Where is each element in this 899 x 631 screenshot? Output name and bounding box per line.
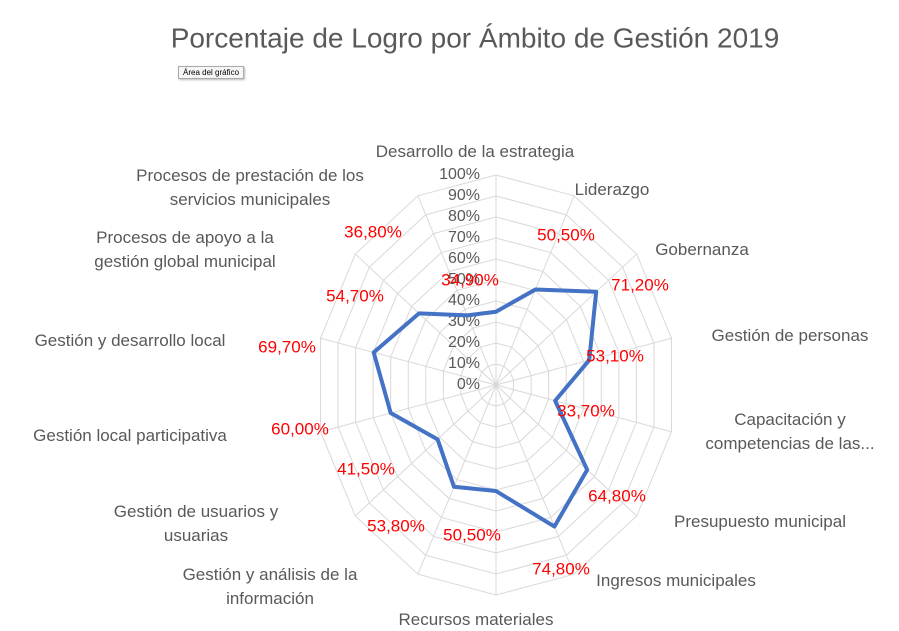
category-label: Gestión y análisis de la información	[182, 565, 358, 608]
y-tick-label: 30%	[448, 313, 480, 330]
y-tick-label: 90%	[448, 187, 480, 204]
data-label: 34,90%	[441, 270, 499, 289]
chart-title: Porcentaje de Logro por Ámbito de Gestió…	[171, 22, 780, 53]
data-label: 33,70%	[557, 401, 615, 420]
y-tick-label: 70%	[448, 229, 480, 246]
data-label: 69,70%	[258, 337, 316, 356]
data-label: 36,80%	[344, 222, 402, 241]
y-tick-label: 40%	[448, 292, 480, 309]
category-label: Gestión y desarrollo local	[34, 331, 226, 350]
data-label: 41,50%	[337, 459, 395, 478]
data-label: 54,70%	[326, 286, 384, 305]
category-label: Gestión local participativa	[33, 426, 227, 445]
category-label: Gestión de personas	[711, 326, 869, 345]
spoke	[354, 253, 497, 386]
category-label: Procesos de apoyo a la gestión global mu…	[94, 228, 276, 271]
spoke	[495, 337, 672, 386]
spoke	[495, 384, 638, 517]
y-tick-label: 80%	[448, 208, 480, 225]
data-label: 53,10%	[586, 346, 644, 365]
category-label: Presupuesto municipal	[674, 512, 846, 531]
spoke	[495, 384, 672, 433]
category-label: Liderazgo	[574, 180, 650, 199]
category-label: Capacitación y competencias de las...	[705, 410, 875, 453]
category-label: Ingresos municipales	[596, 571, 756, 590]
data-label: 53,80%	[367, 516, 425, 535]
y-tick-label: 50%	[448, 271, 480, 288]
data-label: 74,80%	[532, 559, 590, 578]
y-tick-label: 60%	[448, 250, 480, 267]
category-label: Gestión de usuarios y usuarias	[113, 502, 279, 545]
category-label: Procesos de prestación de los servicios …	[136, 166, 364, 209]
spoke	[320, 337, 497, 386]
spoke	[417, 384, 497, 575]
category-label: Recursos materiales	[398, 610, 554, 629]
series-line	[371, 287, 599, 529]
y-tick-label: 0%	[457, 376, 480, 393]
y-tick-label: 20%	[448, 334, 480, 351]
spoke	[354, 384, 497, 517]
tooltip: Área del gráfico	[178, 66, 245, 79]
spoke	[495, 384, 575, 575]
data-label: 71,20%	[611, 275, 669, 294]
data-label: 64,80%	[588, 486, 646, 505]
category-label: Desarrollo de la estrategia	[375, 142, 575, 161]
data-label: 50,50%	[443, 525, 501, 544]
spoke	[320, 384, 497, 433]
category-label: Gobernanza	[655, 240, 749, 259]
y-tick-label: 100%	[439, 166, 480, 183]
spoke	[495, 253, 638, 386]
spoke	[417, 195, 497, 386]
data-label: 60,00%	[271, 419, 329, 438]
y-tick-label: 10%	[448, 355, 480, 372]
data-label: 50,50%	[537, 225, 595, 244]
